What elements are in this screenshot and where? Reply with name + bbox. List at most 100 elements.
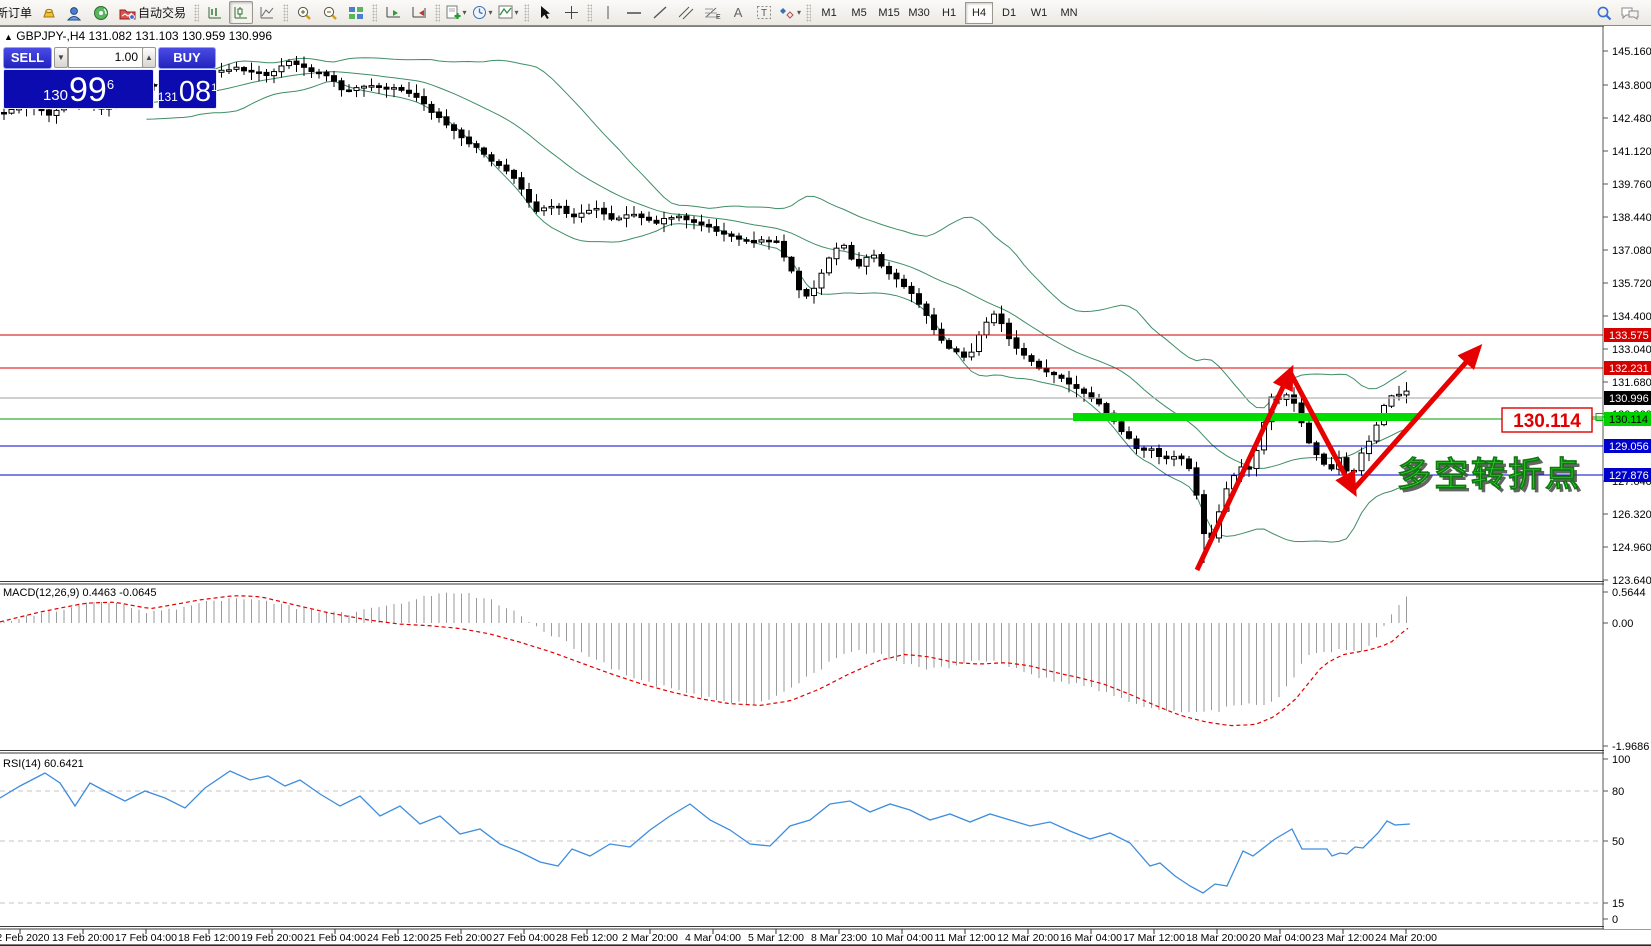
toolbar-grip bbox=[372, 3, 378, 22]
chart-header: ▲ GBPJPY-,H4 131.082 131.103 130.959 130… bbox=[4, 29, 272, 43]
timeframe-button-d1[interactable]: D1 bbox=[1002, 6, 1017, 19]
toolbar-grip bbox=[806, 3, 812, 22]
svg-text:多空转折点: 多空转折点 bbox=[1400, 459, 1585, 497]
chat-icon[interactable] bbox=[1618, 1, 1642, 24]
gold-ingot-icon[interactable] bbox=[37, 1, 61, 24]
top-toolbar: 新订单 自动交易 ▾ ▾ bbox=[0, 0, 1651, 26]
date-label: 24 Mar 20:00 bbox=[1375, 932, 1437, 944]
price-tick-138.440: 138.440 bbox=[1612, 212, 1651, 224]
toolbar-grip bbox=[524, 3, 530, 22]
text-label-tool-button[interactable]: T bbox=[752, 1, 776, 24]
timeframe-button-h1[interactable]: H1 bbox=[942, 6, 957, 19]
date-label: 24 Feb 12:00 bbox=[367, 932, 429, 944]
date-label: 11 Mar 12:00 bbox=[934, 932, 995, 944]
candlestick-chart-type-button[interactable] bbox=[229, 1, 254, 24]
chart-shift-button[interactable] bbox=[407, 1, 431, 24]
svg-text:T: T bbox=[761, 8, 767, 19]
fibonacci-tool-button[interactable]: E bbox=[700, 1, 724, 24]
buy-price-display[interactable]: 131 08 1 bbox=[158, 69, 217, 109]
rsi-tick-100: 100 bbox=[1612, 754, 1630, 766]
timeframe-button-m30[interactable]: M30 bbox=[908, 6, 930, 19]
horizontal-line-tool-button[interactable] bbox=[622, 1, 646, 24]
timeframe-toolbar: M1 M5 M15 M30 H1 H4 D1 W1 MN bbox=[814, 1, 1084, 24]
text-tool-button[interactable]: A bbox=[733, 5, 743, 20]
svg-text:130.114: 130.114 bbox=[1513, 411, 1581, 432]
date-label: 12 Feb 2020 bbox=[0, 932, 50, 944]
new-chart-button[interactable]: ▾ bbox=[444, 1, 468, 24]
vertical-line-tool-button[interactable] bbox=[596, 1, 620, 24]
symbol-window-icon: ▲ bbox=[4, 32, 13, 42]
date-label: 4 Mar 04:00 bbox=[685, 932, 741, 944]
price-tick-123.640: 123.640 bbox=[1612, 575, 1651, 587]
price-badge-133.575: 133.575 bbox=[1604, 328, 1651, 342]
volume-input[interactable]: 1.00 bbox=[68, 47, 143, 68]
chart-title: GBPJPY-,H4 131.082 131.103 130.959 130.9… bbox=[16, 29, 273, 43]
timeframe-button-mn[interactable]: MN bbox=[1060, 6, 1078, 19]
rsi-pane[interactable] bbox=[0, 770, 1603, 904]
macd-label: MACD(12,26,9) 0.4463 -0.0645 bbox=[3, 587, 156, 599]
rsi-tick-15: 15 bbox=[1612, 898, 1624, 910]
line-chart-type-button[interactable] bbox=[255, 1, 279, 24]
channel-tool-button[interactable] bbox=[674, 1, 698, 24]
toolbar-grip bbox=[283, 3, 289, 22]
svg-text:130.114: 130.114 bbox=[1609, 414, 1648, 426]
crosshair-tool-button[interactable] bbox=[559, 1, 583, 24]
date-label: 17 Mar 12:00 bbox=[1123, 932, 1185, 944]
date-label: 13 Feb 20:00 bbox=[52, 932, 114, 944]
date-label: 5 Mar 12:00 bbox=[748, 932, 804, 944]
date-label: 28 Feb 12:00 bbox=[556, 932, 618, 944]
trendline-tool-button[interactable] bbox=[648, 1, 672, 24]
timeframe-button-m15[interactable]: M15 bbox=[878, 6, 900, 19]
rsi-tick-80: 80 bbox=[1612, 786, 1624, 798]
bar-chart-type-button[interactable] bbox=[203, 1, 227, 24]
timeframe-button-m1[interactable]: M1 bbox=[821, 6, 837, 19]
profile-icon[interactable] bbox=[63, 1, 87, 24]
zigzag-arrow-2[interactable] bbox=[1287, 370, 1357, 498]
price-tick-126.320: 126.320 bbox=[1612, 509, 1651, 521]
tile-windows-button[interactable] bbox=[344, 1, 368, 24]
sell-price-display[interactable]: 130 99 6 bbox=[3, 69, 154, 109]
auto-scroll-button[interactable] bbox=[381, 1, 405, 24]
zoom-out-button[interactable] bbox=[318, 1, 342, 24]
date-label: 21 Feb 04:00 bbox=[304, 932, 366, 944]
support-band bbox=[1073, 413, 1418, 421]
volume-down-button[interactable]: ▼ bbox=[54, 47, 68, 68]
macd-pane[interactable] bbox=[0, 592, 1409, 727]
indicators-button[interactable]: ▾ bbox=[496, 1, 520, 24]
timeframe-button-w1[interactable]: W1 bbox=[1030, 6, 1048, 19]
periods-button[interactable]: ▾ bbox=[470, 1, 494, 24]
price-tick-131.680: 131.680 bbox=[1612, 377, 1651, 389]
volume-up-button[interactable]: ▲ bbox=[142, 47, 156, 68]
svg-text:130.996: 130.996 bbox=[1609, 393, 1649, 405]
date-label: 19 Feb 20:00 bbox=[241, 932, 303, 944]
price-tick-135.720: 135.720 bbox=[1612, 278, 1651, 290]
price-callout-label[interactable]: 130.114 bbox=[1501, 407, 1593, 433]
buy-button[interactable]: BUY bbox=[158, 47, 216, 69]
timeframe-button-m5[interactable]: M5 bbox=[851, 6, 867, 19]
signal-icon[interactable] bbox=[89, 1, 113, 24]
zigzag-arrow-3[interactable] bbox=[1351, 344, 1483, 492]
rsi-tick-50: 50 bbox=[1612, 836, 1624, 848]
cursor-tool-button[interactable] bbox=[533, 1, 557, 24]
price-tick-134.400: 134.400 bbox=[1612, 311, 1651, 323]
svg-text:132.231: 132.231 bbox=[1609, 363, 1649, 375]
macd-signal-line bbox=[0, 595, 1409, 727]
autotrading-button[interactable]: 自动交易 bbox=[115, 1, 190, 24]
new-order-button[interactable]: 新订单 bbox=[0, 6, 33, 20]
one-click-trading-panel: SELL ▼ 1.00 ▲ BUY 130 99 6 131 08 1 bbox=[2, 47, 217, 109]
price-tick-124.960: 124.960 bbox=[1612, 542, 1651, 554]
price-badge-127.876: 127.876 bbox=[1604, 468, 1651, 482]
sell-button[interactable]: SELL bbox=[3, 47, 52, 69]
zoom-in-button[interactable] bbox=[292, 1, 316, 24]
date-label: 10 Mar 04:00 bbox=[871, 932, 933, 944]
price-tick-142.480: 142.480 bbox=[1612, 113, 1651, 125]
arrows-tool-button[interactable]: ▾ bbox=[778, 1, 802, 24]
price-badge-130.996: 130.996 bbox=[1604, 391, 1651, 405]
search-icon[interactable] bbox=[1592, 1, 1616, 24]
price-tick-133.040: 133.040 bbox=[1612, 344, 1651, 356]
zigzag-arrow-1[interactable] bbox=[1194, 364, 1294, 572]
price-pane[interactable] bbox=[1, 55, 1410, 563]
timeframe-button-h4[interactable]: H4 bbox=[965, 1, 994, 24]
